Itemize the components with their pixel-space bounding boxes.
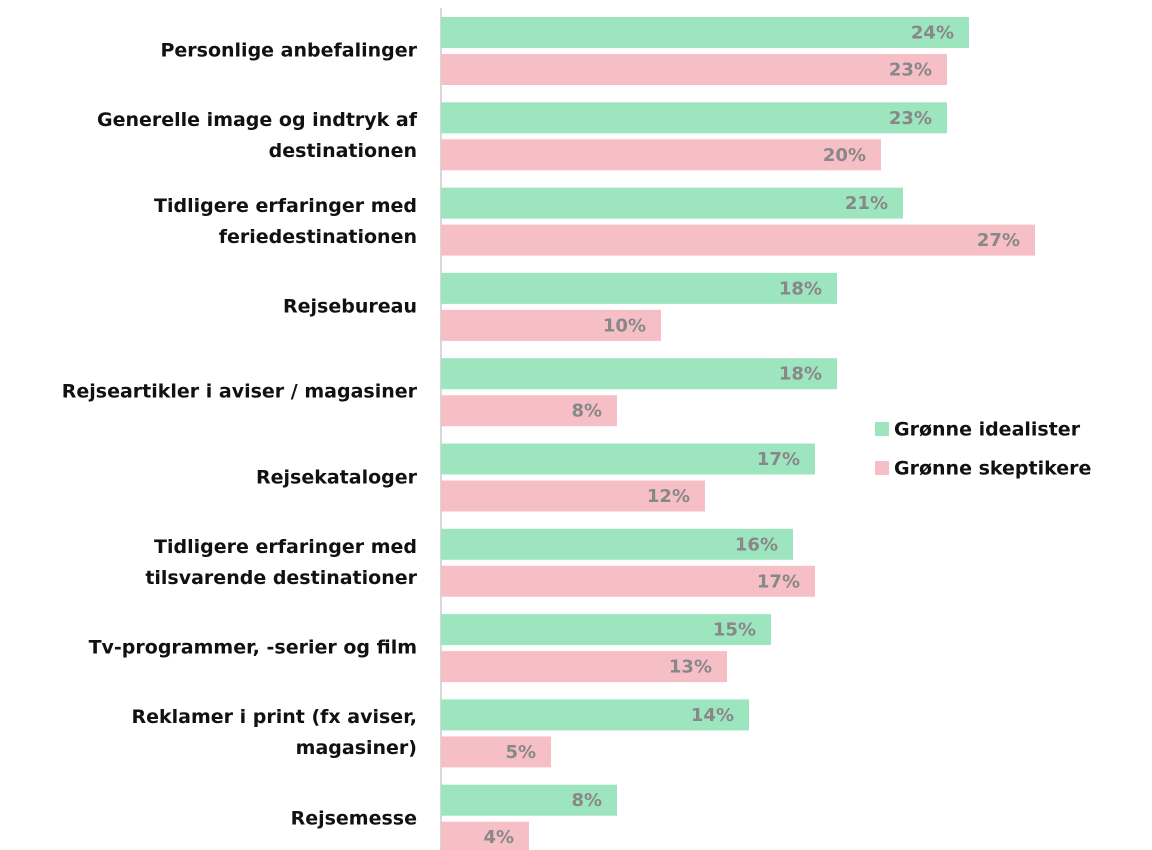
- value-label: 21%: [845, 193, 888, 214]
- bar: [441, 309, 661, 341]
- bar: [441, 651, 727, 683]
- value-label: 13%: [669, 657, 712, 678]
- legend-swatch: [875, 461, 889, 475]
- bar: [441, 395, 617, 427]
- bar: [441, 821, 529, 850]
- value-label: 24%: [911, 23, 954, 44]
- bar: [441, 699, 749, 731]
- value-label: 5%: [505, 742, 536, 763]
- category-label: Tidligere erfaringer med feriedestinatio…: [154, 194, 417, 248]
- bar: [441, 224, 1035, 256]
- bar: [441, 187, 903, 219]
- category-label: Rejsebureau: [283, 295, 417, 318]
- bar: [441, 17, 969, 48]
- category-label: Personlige anbefalinger: [160, 39, 417, 62]
- bar: [441, 565, 815, 597]
- bar: [441, 358, 837, 390]
- category-label: Reklamer i print (fx aviser, magasiner): [131, 706, 417, 760]
- value-label: 8%: [571, 790, 602, 811]
- value-label: 4%: [483, 827, 514, 848]
- bar: [441, 614, 771, 646]
- category-label: Tv-programmer, -serier og film: [88, 636, 417, 659]
- value-label: 17%: [757, 571, 800, 592]
- bar: [441, 784, 617, 816]
- value-label: 8%: [571, 401, 602, 422]
- category-label: Rejsekataloger: [255, 466, 417, 488]
- value-label: 17%: [757, 449, 800, 470]
- bar: [441, 272, 837, 304]
- value-label: 15%: [713, 620, 756, 641]
- value-label: 20%: [823, 145, 866, 166]
- bar: [441, 139, 881, 171]
- value-label: 16%: [735, 534, 778, 555]
- legend-swatch: [875, 422, 889, 436]
- category-label: Tidligere erfaringer med tilsvarende des…: [145, 535, 417, 589]
- category-label: Rejseartikler i aviser / magasiner: [61, 380, 417, 403]
- bar: [441, 443, 815, 475]
- value-label: 10%: [603, 315, 646, 336]
- value-label: 14%: [691, 705, 734, 726]
- bar: [441, 528, 793, 560]
- value-label: 12%: [647, 486, 690, 507]
- legend-label: Grønne skeptikere: [894, 458, 1091, 480]
- bar: [441, 736, 551, 768]
- value-label: 18%: [779, 278, 822, 299]
- category-label: Rejsemesse: [290, 807, 417, 830]
- bar: [441, 102, 947, 134]
- value-label: 18%: [779, 364, 822, 385]
- bar: [441, 480, 705, 512]
- value-label: 23%: [889, 108, 932, 129]
- value-label: 23%: [889, 60, 932, 81]
- value-label: 27%: [977, 230, 1020, 251]
- bar: [441, 54, 947, 85]
- category-label: Generelle image og indtryk af destinatio…: [97, 109, 417, 163]
- legend-label: Grønne idealister: [894, 419, 1081, 441]
